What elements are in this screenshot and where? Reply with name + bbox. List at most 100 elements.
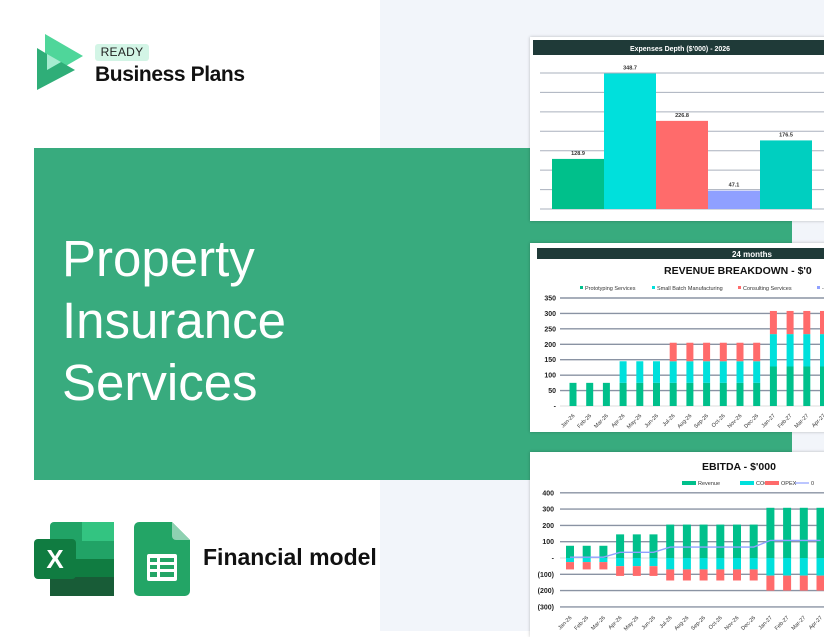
brand-badge: READY bbox=[95, 44, 149, 61]
bar-segment bbox=[636, 361, 643, 383]
y-tick-label: - bbox=[552, 556, 555, 563]
x-tick-label: Nov-26 bbox=[724, 615, 741, 632]
bar-segment bbox=[700, 525, 708, 558]
bar-segment bbox=[817, 558, 824, 576]
bar-segment bbox=[737, 343, 744, 362]
bar-segment bbox=[733, 525, 741, 558]
bar-segment bbox=[750, 569, 758, 580]
x-tick-label: Jan-26 bbox=[560, 413, 576, 429]
bar-segment bbox=[800, 576, 808, 591]
bar-segment bbox=[653, 383, 660, 406]
x-tick-label: Aug-26 bbox=[677, 413, 694, 430]
title-line: Services bbox=[62, 352, 482, 414]
y-tick-label: 300 bbox=[544, 311, 556, 318]
bar-segment bbox=[633, 558, 641, 566]
bar-segment bbox=[766, 508, 774, 558]
bar-segment bbox=[683, 558, 691, 569]
bar-segment bbox=[650, 534, 658, 558]
bar-segment bbox=[616, 534, 624, 558]
y-tick-label: 50 bbox=[548, 388, 556, 395]
bar-segment bbox=[703, 361, 710, 383]
bar-segment bbox=[599, 558, 607, 562]
x-tick-label: Jul-26 bbox=[659, 615, 674, 630]
x-tick-label: Mar-26 bbox=[590, 615, 607, 632]
bar-segment bbox=[583, 546, 591, 558]
x-tick-label: May-26 bbox=[626, 413, 643, 430]
bar-segment bbox=[683, 569, 691, 580]
y-tick-label: 200 bbox=[544, 342, 556, 349]
y-tick-label: 100 bbox=[544, 373, 556, 380]
svg-text:X: X bbox=[46, 544, 64, 574]
bar-segment bbox=[800, 508, 808, 558]
bar-segment bbox=[737, 383, 744, 406]
bar-segment bbox=[700, 569, 708, 580]
data-label: 128.9 bbox=[571, 151, 585, 157]
x-tick-label: Feb-27 bbox=[774, 615, 791, 632]
bar-segment bbox=[686, 343, 693, 362]
bar-segment bbox=[766, 576, 774, 591]
data-label: 47.1 bbox=[729, 183, 740, 189]
x-tick-label: Aug-26 bbox=[674, 615, 691, 632]
bar-segment bbox=[817, 576, 824, 591]
y-tick-label: 200 bbox=[542, 523, 554, 530]
legend-swatch bbox=[580, 286, 583, 289]
bar-segment bbox=[737, 361, 744, 383]
bar-segment bbox=[566, 546, 574, 558]
bar-segment bbox=[787, 311, 794, 334]
x-tick-label: Jan-26 bbox=[557, 615, 573, 631]
x-tick-label: Mar-27 bbox=[791, 615, 808, 632]
bar-segment bbox=[753, 343, 760, 362]
data-label: 348.7 bbox=[623, 66, 637, 72]
y-tick-label: 300 bbox=[542, 507, 554, 514]
y-tick-label: 250 bbox=[544, 326, 556, 333]
legend-item: 0 bbox=[811, 481, 814, 487]
x-tick-label: Apr-26 bbox=[608, 615, 624, 631]
bar-segment bbox=[800, 558, 808, 576]
bar-segment bbox=[817, 508, 824, 558]
bar-segment bbox=[633, 566, 641, 576]
bar-segment bbox=[750, 558, 758, 569]
legend-swatch bbox=[765, 481, 779, 485]
y-tick-label: 350 bbox=[544, 296, 556, 303]
x-tick-label: Dec-26 bbox=[743, 413, 760, 430]
chart-header-label: 24 months bbox=[732, 250, 773, 259]
bar-segment bbox=[770, 334, 777, 366]
bar bbox=[760, 140, 812, 209]
bar-segment bbox=[716, 569, 724, 580]
x-tick-label: Nov-26 bbox=[727, 413, 744, 430]
bar-segment bbox=[766, 558, 774, 576]
x-tick-label: Apr-27 bbox=[811, 413, 824, 429]
bar-segment bbox=[770, 311, 777, 334]
x-tick-label: Apr-27 bbox=[808, 615, 824, 631]
bar-segment bbox=[653, 361, 660, 383]
bar-segment bbox=[616, 566, 624, 576]
y-tick-label: - bbox=[554, 404, 557, 411]
legend-swatch bbox=[652, 286, 655, 289]
bar-segment bbox=[620, 361, 627, 383]
x-tick-label: May-26 bbox=[623, 615, 640, 632]
bar-segment bbox=[583, 562, 591, 569]
y-tick-label: 150 bbox=[544, 357, 556, 364]
bar-segment bbox=[750, 525, 758, 558]
bar-segment bbox=[783, 576, 791, 591]
bar-segment bbox=[820, 334, 824, 366]
bar-segment bbox=[670, 361, 677, 383]
financial-model-label: Financial model bbox=[203, 544, 377, 571]
bar-segment bbox=[599, 562, 607, 569]
x-tick-label: Jan-27 bbox=[761, 413, 777, 429]
ebitda-line bbox=[570, 540, 821, 557]
expenses-chart: Expenses Depth ($'000) - 2026128.9348.72… bbox=[530, 37, 824, 221]
y-tick-label: 100 bbox=[542, 539, 554, 546]
x-tick-label: Oct-26 bbox=[711, 413, 727, 429]
bar-segment bbox=[753, 383, 760, 406]
x-tick-label: Jun-26 bbox=[641, 615, 657, 631]
x-tick-label: Oct-26 bbox=[708, 615, 724, 631]
bar-segment bbox=[666, 525, 674, 558]
x-tick-label: Feb-26 bbox=[577, 413, 594, 430]
bar bbox=[552, 159, 604, 209]
bar-segment bbox=[583, 558, 591, 562]
bar-segment bbox=[753, 361, 760, 383]
bar-segment bbox=[633, 534, 641, 558]
excel-icon: X bbox=[34, 522, 116, 596]
